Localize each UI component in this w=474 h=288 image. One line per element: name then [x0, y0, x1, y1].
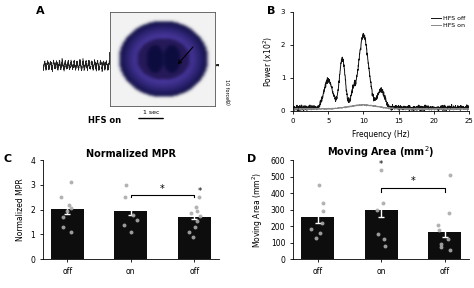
HFS on — [428, 107, 434, 111]
Line: HFS on: HFS on — [293, 105, 469, 110]
Point — [373, 207, 381, 212]
Point — [59, 225, 67, 229]
Y-axis label: Power (x10$^2$): Power (x10$^2$) — [262, 35, 275, 87]
HFS on — [290, 107, 296, 110]
Point — [60, 215, 67, 219]
Point — [65, 202, 73, 207]
Point — [189, 235, 196, 239]
HFS on — [359, 103, 365, 106]
HFS off — [295, 109, 301, 112]
X-axis label: Frequency (Hz): Frequency (Hz) — [352, 130, 410, 139]
Text: (g): (g) — [224, 99, 229, 106]
Point — [381, 244, 389, 248]
Legend: HFS off, HFS on: HFS off, HFS on — [430, 15, 466, 29]
Point — [381, 237, 388, 242]
HFS off — [360, 32, 366, 35]
Text: *: * — [160, 184, 165, 194]
HFS off — [428, 107, 434, 111]
Point — [445, 211, 452, 215]
Point — [318, 221, 326, 225]
Point — [121, 195, 129, 200]
Text: A: A — [36, 5, 44, 16]
Point — [312, 235, 319, 240]
Bar — [178, 217, 211, 259]
Point — [374, 232, 382, 237]
HFS on — [308, 108, 314, 111]
Point — [67, 230, 74, 234]
Point — [319, 209, 327, 214]
Point — [438, 241, 445, 246]
HFS on — [466, 107, 472, 110]
Bar — [301, 217, 334, 259]
Text: 10 force: 10 force — [224, 79, 229, 99]
Point — [446, 173, 454, 177]
Point — [307, 227, 315, 232]
HFS off — [362, 34, 367, 37]
HFS off — [368, 80, 374, 84]
Point — [194, 209, 201, 213]
Point — [195, 195, 202, 200]
Point — [378, 168, 385, 172]
HFS off — [466, 107, 472, 111]
Point — [67, 180, 75, 185]
HFS off — [431, 105, 437, 109]
Bar — [114, 211, 147, 259]
Point — [67, 206, 74, 211]
Line: HFS off: HFS off — [293, 33, 469, 111]
Point — [446, 248, 454, 252]
Point — [445, 237, 452, 242]
Point — [129, 212, 137, 217]
Point — [438, 245, 445, 249]
Point — [122, 183, 130, 187]
Text: *: * — [379, 160, 383, 169]
Bar — [51, 209, 84, 259]
Y-axis label: Moving Area (mm$^2$): Moving Area (mm$^2$) — [251, 172, 265, 248]
Point — [192, 205, 200, 209]
Text: B: B — [266, 5, 275, 16]
Bar — [365, 210, 398, 259]
Text: *: * — [198, 187, 202, 196]
Point — [127, 230, 135, 234]
Point — [57, 195, 64, 200]
Text: 1 sec: 1 sec — [143, 109, 159, 115]
Point — [196, 214, 204, 218]
HFS off — [290, 104, 296, 107]
Point — [436, 228, 443, 233]
Point — [64, 209, 71, 213]
HFS off — [411, 105, 417, 108]
Y-axis label: Normalized MPR: Normalized MPR — [16, 178, 25, 241]
Point — [317, 230, 324, 235]
Bar — [428, 232, 461, 259]
Point — [319, 201, 327, 205]
Title: Moving Area (mm$^2$): Moving Area (mm$^2$) — [328, 144, 435, 160]
Point — [188, 211, 195, 216]
HFS on — [411, 107, 417, 111]
Point — [120, 222, 128, 227]
HFS on — [368, 104, 374, 107]
Point — [191, 225, 199, 229]
Text: D: D — [247, 154, 256, 164]
HFS off — [308, 108, 314, 111]
HFS on — [431, 108, 437, 111]
Point — [380, 201, 387, 205]
Text: HFS on: HFS on — [88, 116, 121, 126]
Text: C: C — [4, 154, 12, 164]
Point — [193, 219, 201, 223]
Point — [315, 183, 322, 187]
HFS on — [362, 103, 367, 107]
Point — [435, 222, 442, 227]
Point — [186, 230, 193, 234]
HFS on — [426, 108, 431, 111]
Point — [133, 217, 141, 222]
Title: Normalized MPR: Normalized MPR — [86, 149, 176, 159]
Text: *: * — [410, 176, 415, 186]
